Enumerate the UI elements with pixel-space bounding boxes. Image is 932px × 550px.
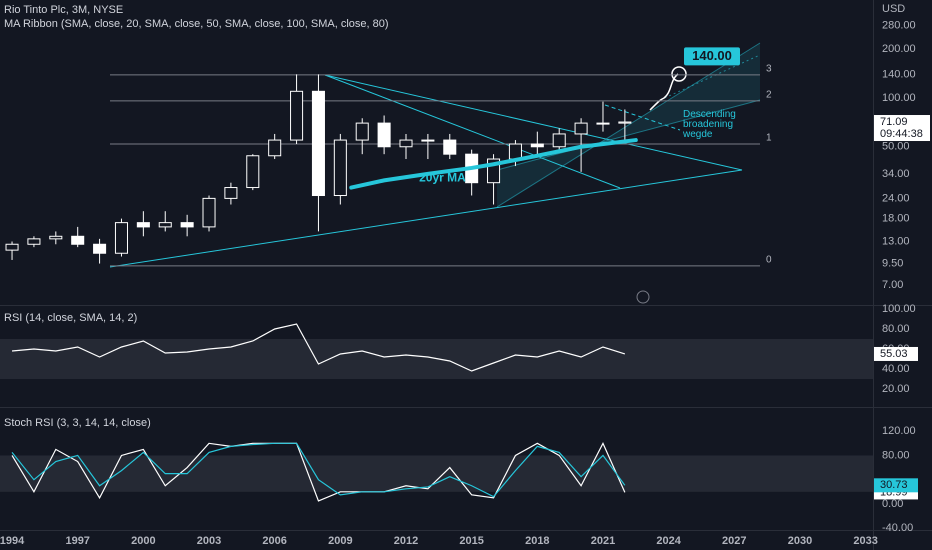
candle-body — [93, 243, 107, 254]
candle-body — [136, 222, 150, 228]
candle-body — [311, 90, 325, 197]
y-tick-label: 9.50 — [882, 257, 903, 269]
x-tick-label: 2009 — [328, 535, 352, 547]
value-box — [874, 478, 918, 493]
x-tick-label: 2024 — [656, 535, 681, 547]
candle-body — [443, 139, 457, 155]
y-tick-label: 140.00 — [882, 68, 916, 80]
level-label: 3 — [766, 64, 772, 75]
y-tick-label: 7.00 — [882, 279, 903, 291]
x-tick-label: 1997 — [65, 535, 89, 547]
y-tick-label: 18.00 — [882, 213, 910, 225]
value-label: 30.73 — [880, 479, 908, 491]
x-tick-label: 2015 — [459, 535, 483, 547]
indicator-label: MA Ribbon (SMA, close, 20, SMA, close, 5… — [4, 18, 389, 30]
x-tick-label: 2003 — [197, 535, 221, 547]
x-tick-label: 2033 — [853, 535, 877, 547]
x-tick-label: 2006 — [262, 535, 286, 547]
candle-body — [158, 222, 172, 228]
candle-body — [333, 139, 347, 197]
alert-icon — [636, 290, 650, 304]
candle-body — [224, 187, 238, 199]
y-tick-label: 13.00 — [882, 235, 910, 247]
projection-arrow — [649, 73, 679, 111]
x-tick-label: 2027 — [722, 535, 746, 547]
level-label: 1 — [766, 133, 772, 144]
y-tick-label: 80.00 — [882, 449, 910, 461]
y-tick-label: 50.00 — [882, 141, 910, 153]
x-tick-label: 2000 — [131, 535, 155, 547]
y-tick-label: 80.00 — [882, 323, 910, 335]
ma-label: 20yr MA — [419, 171, 466, 185]
candle-body — [574, 122, 588, 135]
y-tick-label: 280.00 — [882, 20, 916, 32]
candle-body — [399, 139, 413, 148]
candle-body — [246, 155, 260, 189]
candle-body — [268, 139, 282, 157]
x-tick-label: 1994 — [0, 535, 25, 547]
indicator-line — [11, 441, 626, 502]
x-tick-label: 2012 — [394, 535, 418, 547]
countdown: 09:44:38 — [880, 128, 923, 140]
price-box — [874, 115, 930, 142]
pane-title: Stoch RSI (3, 3, 14, 14, close) — [4, 417, 151, 429]
currency: USD — [882, 3, 905, 15]
candle-body — [5, 243, 19, 251]
candle-body — [355, 122, 369, 141]
candle-body — [180, 222, 194, 228]
x-tick-label: 2021 — [591, 535, 615, 547]
y-tick-label: 24.00 — [882, 192, 910, 204]
indicator-line — [11, 442, 626, 498]
candle-body — [71, 235, 85, 245]
candle-body — [202, 197, 216, 228]
y-tick-label: 100.00 — [882, 92, 916, 104]
candle-body — [618, 121, 632, 124]
candle-body — [27, 238, 41, 245]
candle-body — [377, 122, 391, 148]
target-box — [684, 47, 740, 66]
price-label: 71.09 — [880, 116, 908, 128]
candle-body — [290, 90, 304, 141]
y-tick-label: 34.00 — [882, 168, 910, 180]
target-circle — [671, 66, 687, 82]
candle-body — [508, 143, 522, 160]
value-label: 55.03 — [880, 348, 908, 360]
y-tick-label: -40.00 — [882, 522, 913, 534]
candle-body — [114, 222, 128, 254]
y-tick-label: 120.00 — [882, 425, 916, 437]
chart-title: Rio Tinto Plc, 3M, NYSE — [4, 4, 123, 16]
trend-lines — [109, 42, 761, 268]
candle-body — [552, 133, 566, 148]
annotation: Descending broadening wegde — [682, 109, 736, 140]
x-tick-label: 2018 — [525, 535, 549, 547]
x-tick-label: 2030 — [788, 535, 812, 547]
y-tick-label: 40.00 — [882, 363, 910, 375]
pane-title: RSI (14, close, SMA, 14, 2) — [4, 312, 137, 324]
value-box — [874, 346, 918, 361]
y-tick-label: 20.00 — [882, 383, 910, 395]
target-label: 140.00 — [692, 48, 732, 63]
candle-body — [530, 143, 544, 148]
y-tick-label: 0.00 — [882, 498, 903, 510]
y-tick-label: 100.00 — [882, 303, 916, 315]
level-label: 2 — [766, 90, 772, 101]
band — [0, 455, 873, 492]
indicator-line — [11, 323, 626, 372]
ma-line — [349, 138, 638, 190]
candle-body — [49, 235, 63, 240]
level-label: 0 — [766, 254, 772, 265]
candle-body — [596, 122, 610, 125]
candle-body — [421, 139, 435, 142]
y-tick-label: 200.00 — [882, 43, 916, 55]
